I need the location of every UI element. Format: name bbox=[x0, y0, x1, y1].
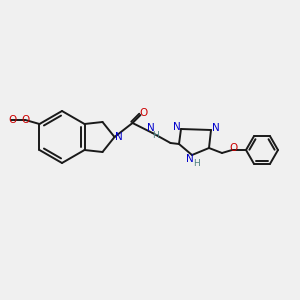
Text: N: N bbox=[212, 123, 220, 133]
Text: N: N bbox=[115, 132, 122, 142]
Text: N: N bbox=[173, 122, 181, 132]
Text: N: N bbox=[147, 123, 154, 133]
Text: O: O bbox=[140, 108, 148, 118]
Text: N: N bbox=[186, 154, 194, 164]
Text: H: H bbox=[194, 158, 200, 167]
Text: O: O bbox=[230, 143, 238, 153]
Text: O: O bbox=[21, 115, 30, 125]
Text: H: H bbox=[152, 131, 159, 140]
Text: O: O bbox=[8, 115, 16, 125]
